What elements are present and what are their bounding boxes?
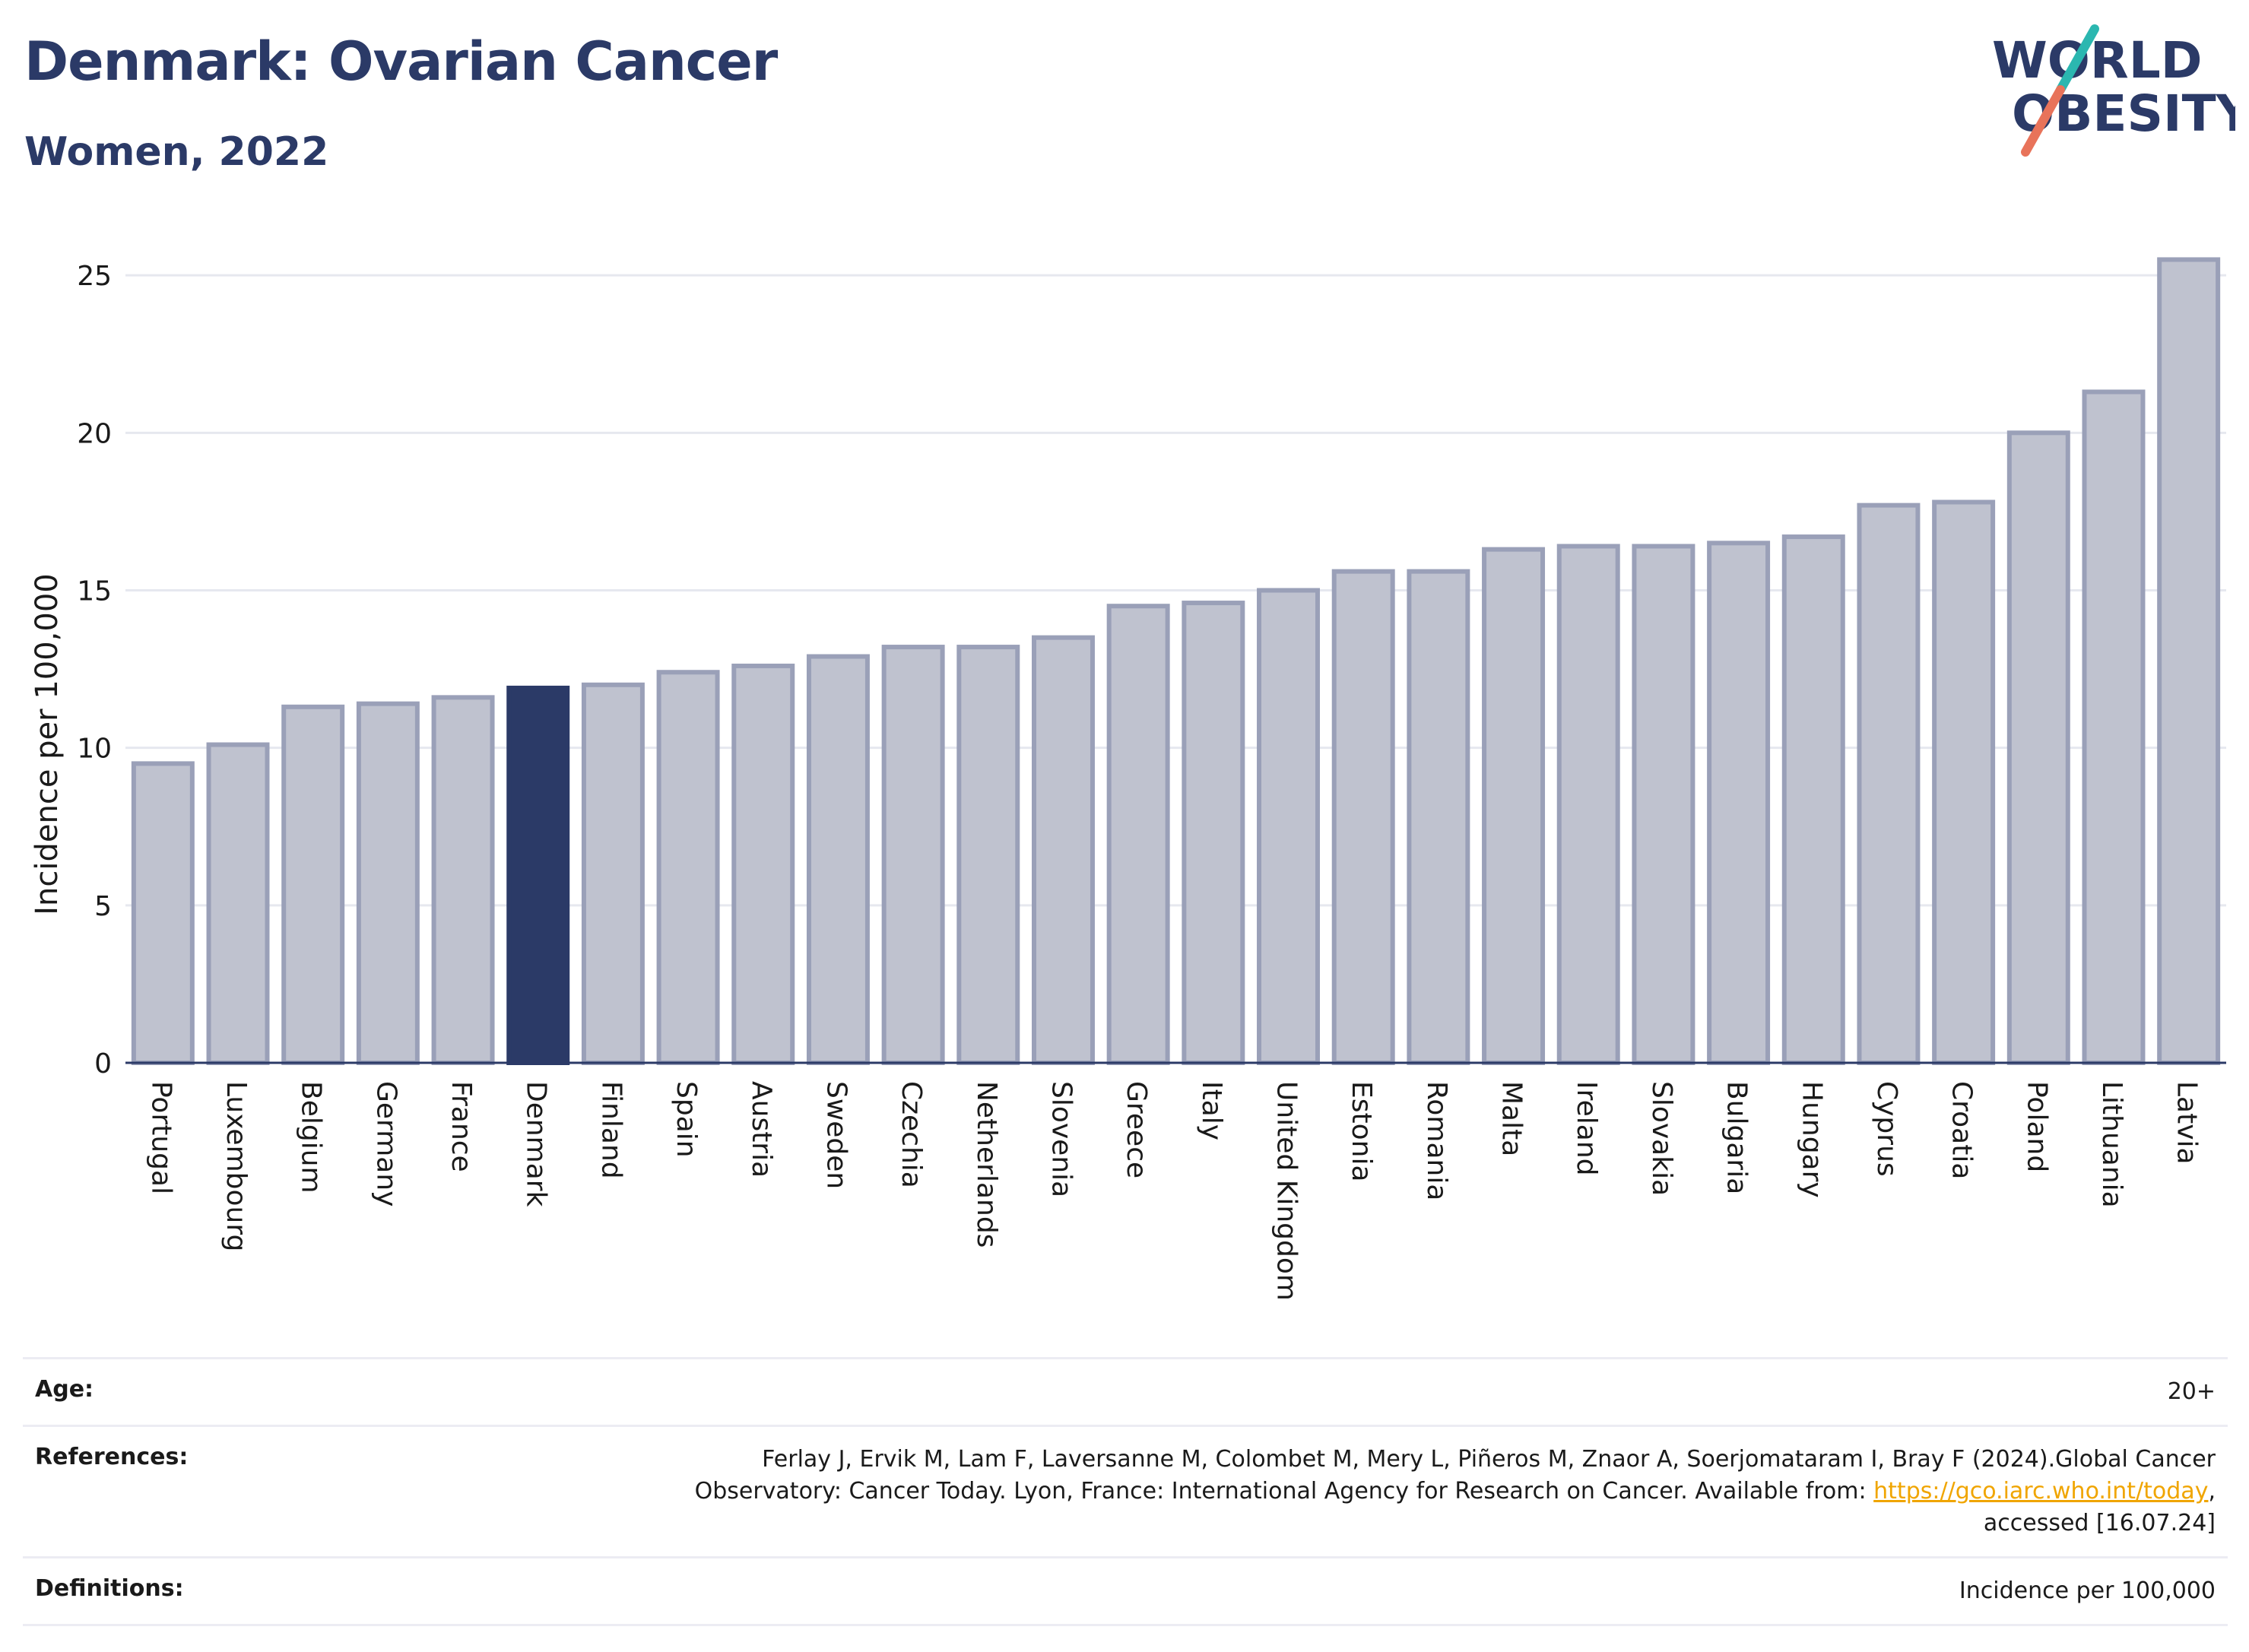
- x-tick-label: Netherlands: [971, 1081, 1002, 1248]
- x-tick-label: Sweden: [820, 1081, 852, 1189]
- x-tick-label: Czechia: [896, 1081, 927, 1188]
- chart-subtitle: Women, 2022: [24, 129, 329, 175]
- bar-hungary: [1781, 534, 1845, 1065]
- x-tick-label: Hungary: [1796, 1081, 1827, 1198]
- y-tick-label: 25: [77, 261, 112, 292]
- bar-series: [131, 257, 2221, 1066]
- bar-finland: [581, 682, 645, 1066]
- bar-italy: [1182, 601, 1245, 1065]
- references-line3: accessed [16.07.24]: [1983, 1510, 2216, 1536]
- bar-latvia: [2157, 257, 2221, 1065]
- info-row-age: Age: 20+: [23, 1359, 2228, 1427]
- bar-slovenia: [1031, 635, 1095, 1065]
- bar-croatia: [1932, 499, 1996, 1065]
- x-tick-label: Greece: [1121, 1081, 1152, 1178]
- bar-ireland: [1556, 544, 1620, 1065]
- x-tick-label: Lithuania: [2096, 1081, 2127, 1208]
- x-tick-label: Portugal: [145, 1081, 176, 1194]
- bar-lithuania: [2082, 389, 2146, 1065]
- y-tick-label: 10: [77, 734, 112, 765]
- references-link[interactable]: https://gco.iarc.who.int/today: [1873, 1478, 2209, 1505]
- bar-united-kingdom: [1257, 588, 1321, 1065]
- bar-germany: [356, 701, 420, 1065]
- x-tick-label: Italy: [1196, 1081, 1227, 1140]
- x-tick-label: Germany: [370, 1081, 401, 1206]
- references-value: Ferlay J, Ervik M, Lam F, Laversanne M, …: [695, 1444, 2216, 1539]
- bar-france: [431, 695, 495, 1065]
- x-tick-label: Luxembourg: [220, 1081, 252, 1251]
- x-tick-label: France: [446, 1081, 477, 1172]
- bar-poland: [2006, 430, 2070, 1065]
- x-tick-label: Cyprus: [1871, 1081, 1902, 1177]
- bar-spain: [656, 670, 720, 1065]
- references-line1: Ferlay J, Ervik M, Lam F, Laversanne M, …: [762, 1446, 2216, 1473]
- x-tick-label: Poland: [2021, 1081, 2052, 1172]
- definitions-value: Incidence per 100,000: [1959, 1577, 2216, 1604]
- bar-sweden: [806, 654, 870, 1065]
- x-axis-ticks: Portugal Luxembourg Belgium Germany France De…: [145, 1081, 2202, 1301]
- x-tick-label: Bulgaria: [1721, 1081, 1753, 1194]
- references-line2-pre: Observatory: Cancer Today. Lyon, France:…: [694, 1478, 1874, 1505]
- bar-greece: [1106, 604, 1170, 1065]
- references-label: References:: [35, 1444, 189, 1470]
- x-tick-label: Estonia: [1346, 1081, 1377, 1182]
- y-tick-label: 5: [94, 891, 112, 922]
- bar-estonia: [1331, 569, 1395, 1065]
- x-tick-label: Slovakia: [1646, 1081, 1677, 1196]
- bar-netherlands: [956, 645, 1020, 1065]
- bar-cyprus: [1857, 503, 1921, 1065]
- age-value: 20+: [2167, 1378, 2216, 1405]
- x-tick-label: Ireland: [1571, 1081, 1602, 1176]
- bar-chart: 0 5 10 15 20 25 Portugal Luxembourg Belgium Germ…: [30, 257, 2226, 1301]
- bar-portugal: [131, 761, 195, 1066]
- world-obesity-logo: WORLD OBESITY: [1992, 24, 2235, 157]
- info-row-references: References: Ferlay J, Ervik M, Lam F, La…: [23, 1427, 2228, 1558]
- logo-line1: WORLD: [1992, 31, 2203, 90]
- bar-denmark: [506, 685, 570, 1065]
- bar-slovakia: [1632, 544, 1695, 1065]
- info-row-definitions: Definitions: Incidence per 100,000: [23, 1558, 2228, 1626]
- bar-czechia: [881, 645, 945, 1065]
- x-tick-label: Croatia: [1946, 1081, 1978, 1179]
- bar-austria: [731, 663, 795, 1065]
- y-tick-label: 15: [77, 576, 112, 607]
- bar-belgium: [281, 704, 345, 1065]
- bar-malta: [1482, 547, 1546, 1065]
- x-tick-label: Belgium: [296, 1081, 327, 1194]
- x-tick-label: Finland: [595, 1081, 626, 1179]
- references-line2-post: ,: [2208, 1478, 2216, 1505]
- y-axis-label: Incidence per 100,000: [30, 573, 65, 915]
- x-tick-label: Austria: [746, 1081, 777, 1178]
- x-tick-label: Malta: [1496, 1081, 1527, 1156]
- x-tick-label: Latvia: [2171, 1081, 2203, 1165]
- y-tick-label: 0: [94, 1048, 112, 1080]
- bar-luxembourg: [206, 742, 270, 1065]
- y-tick-label: 20: [77, 418, 112, 449]
- x-tick-label: Romania: [1421, 1081, 1452, 1200]
- definitions-label: Definitions:: [35, 1575, 184, 1602]
- x-tick-label: Denmark: [521, 1081, 552, 1207]
- age-label: Age:: [35, 1376, 94, 1403]
- x-tick-label: United Kingdom: [1271, 1081, 1302, 1301]
- bar-bulgaria: [1707, 541, 1771, 1065]
- y-axis-ticks: 0 5 10 15 20 25: [77, 261, 112, 1080]
- bar-romania: [1407, 569, 1470, 1065]
- x-tick-label: Slovenia: [1045, 1081, 1077, 1197]
- chart-title: Denmark: Ovarian Cancer: [24, 30, 778, 93]
- x-tick-label: Spain: [671, 1081, 702, 1158]
- info-table: Age: 20+ References: Ferlay J, Ervik M, …: [23, 1357, 2228, 1626]
